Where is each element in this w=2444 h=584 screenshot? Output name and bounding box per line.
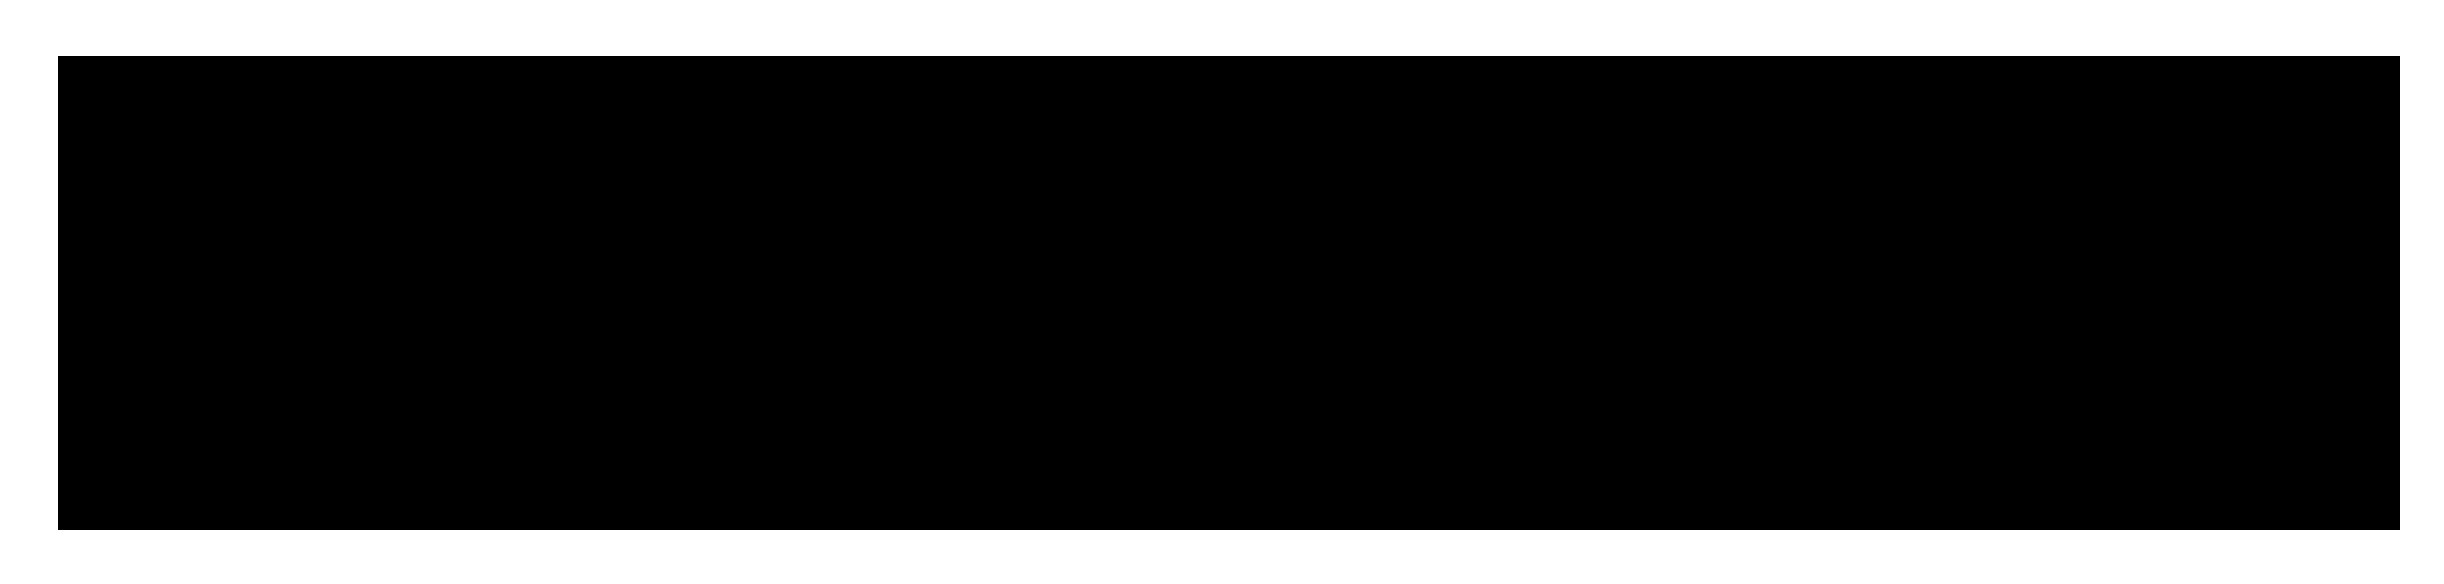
image-area [58,56,2400,530]
